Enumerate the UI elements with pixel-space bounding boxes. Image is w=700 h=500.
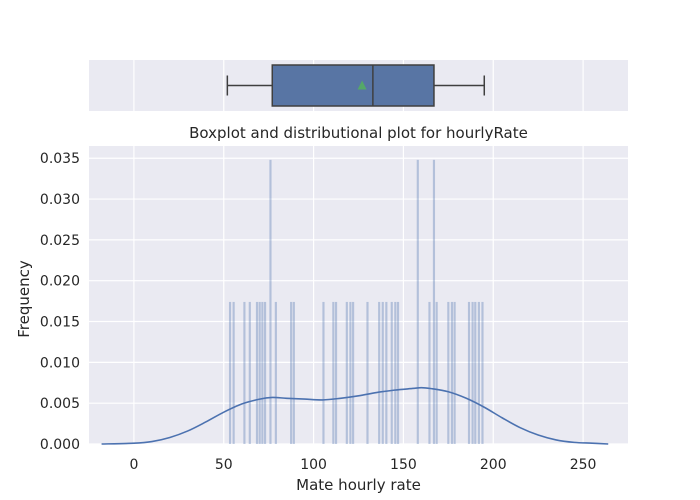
- histogram-bars: [228, 159, 484, 444]
- histogram-bar: [349, 301, 352, 444]
- y-tick-label: 0.020: [40, 274, 80, 290]
- histogram-bar: [477, 301, 480, 444]
- histogram-bar: [416, 159, 419, 444]
- boxplot-marks: [226, 64, 486, 107]
- distribution-gridlines: [89, 146, 628, 445]
- y-tick-label: 0.010: [40, 355, 80, 371]
- histogram-bar: [269, 159, 272, 444]
- kde-line: [101, 386, 609, 445]
- y-tick-label: 0.015: [40, 315, 80, 331]
- histogram-bar: [381, 301, 384, 444]
- histogram-bar: [334, 301, 338, 444]
- histogram-bar: [255, 301, 259, 444]
- x-tick-label: 100: [300, 457, 327, 473]
- histogram-bar: [467, 301, 471, 444]
- histogram-bar: [332, 301, 335, 444]
- x-tick-label: 250: [570, 457, 597, 473]
- histogram-bar: [396, 301, 400, 444]
- histogram-bar: [352, 301, 355, 444]
- histogram-bar: [366, 301, 369, 444]
- histogram-bar: [481, 301, 484, 444]
- histogram-bar: [432, 159, 436, 444]
- y-tick-label: 0.030: [40, 192, 80, 208]
- histogram-bar: [248, 301, 251, 444]
- iqr-box: [271, 64, 435, 107]
- x-tick-label: 50: [215, 457, 233, 473]
- histogram-bar: [261, 301, 264, 444]
- histogram-bar: [228, 301, 232, 444]
- mean-marker: [357, 80, 367, 90]
- histogram-bar: [378, 301, 381, 444]
- distribution-panel: 0 50 100 150 200 250 0.000 0.005 0.010 0.015 0.02…: [40, 146, 628, 473]
- x-tick-labels: 0 50 100 150 200 250: [129, 457, 596, 473]
- histogram-bar: [243, 301, 246, 444]
- x-tick-label: 0: [129, 457, 138, 473]
- histogram-bar: [345, 301, 348, 444]
- histogram-bar: [263, 301, 267, 444]
- chart-title: Boxplot and distributional plot for hour…: [189, 124, 528, 142]
- x-tick-label: 200: [480, 457, 507, 473]
- histogram-bar: [232, 301, 235, 444]
- y-tick-label: 0.005: [40, 396, 80, 412]
- histogram-bar: [385, 301, 388, 444]
- boxplot-panel: [89, 60, 628, 111]
- x-axis-label: Mate hourly rate: [296, 476, 421, 494]
- histogram-bar: [274, 301, 277, 444]
- histogram-bar: [453, 301, 456, 444]
- y-tick-label: 0.035: [40, 151, 80, 167]
- histogram-bar: [471, 301, 474, 444]
- x-tick-label: 150: [390, 457, 417, 473]
- histogram-bar: [435, 301, 438, 444]
- histogram-bar: [292, 301, 295, 444]
- histogram-bar: [258, 301, 261, 444]
- histogram-bar: [394, 301, 397, 444]
- y-tick-label: 0.000: [40, 437, 80, 453]
- histogram-bar: [474, 301, 477, 444]
- y-tick-labels: 0.000 0.005 0.010 0.015 0.020 0.025 0.030 0.035: [40, 151, 80, 453]
- histogram-bar: [390, 301, 393, 444]
- histogram-bar: [290, 301, 293, 444]
- histogram-bar: [428, 301, 431, 444]
- distribution-background: [89, 146, 628, 444]
- histogram-bar: [447, 301, 450, 444]
- histogram-bar: [450, 301, 454, 444]
- y-axis-label: Frequency: [15, 260, 33, 338]
- y-tick-label: 0.025: [40, 233, 80, 249]
- histogram-bar: [322, 301, 325, 444]
